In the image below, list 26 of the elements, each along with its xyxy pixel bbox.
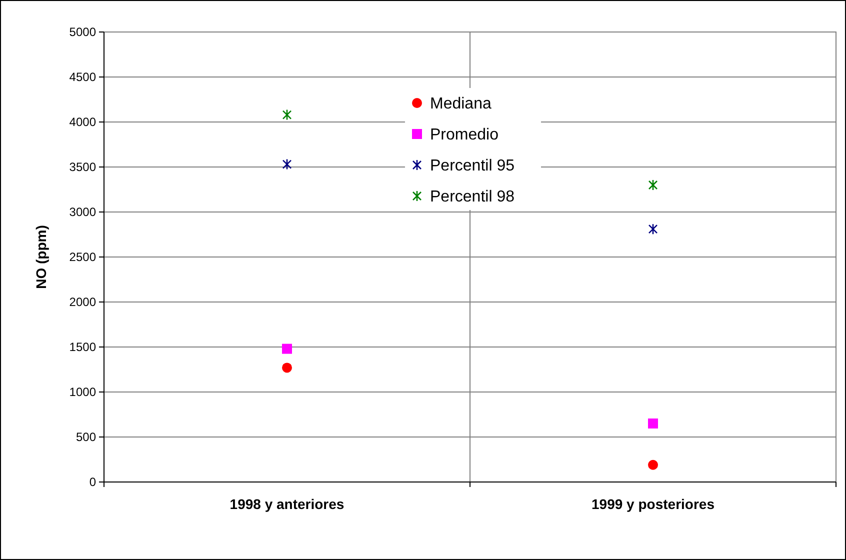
point — [648, 179, 658, 191]
y-tick-label: 2500 — [69, 250, 96, 264]
legend-label: Mediana — [430, 96, 492, 113]
x-tick-label: 1999 y posteriores — [592, 496, 715, 512]
point — [648, 418, 658, 428]
point — [282, 362, 292, 373]
x-tick-label: 1998 y anteriores — [230, 496, 344, 512]
y-tick-label: 3500 — [69, 160, 96, 174]
legend-label: Percentil 98 — [430, 188, 515, 206]
point — [282, 344, 292, 354]
y-tick-label: 5000 — [69, 25, 96, 40]
y-tick-label: 2000 — [69, 295, 96, 310]
y-tick-label: 4000 — [69, 115, 96, 130]
y-tick-label: 3000 — [69, 205, 96, 220]
point — [648, 223, 658, 235]
y-tick-label: 0 — [89, 475, 96, 490]
y-tick-label: 1500 — [69, 340, 96, 354]
y-tick-label: 500 — [76, 430, 96, 444]
legend-label: Percentil 95 — [430, 158, 515, 175]
point — [282, 109, 292, 120]
y-tick-label: 4500 — [69, 70, 96, 84]
legend-label: Promedio — [430, 126, 499, 144]
point — [648, 460, 658, 470]
point — [282, 158, 292, 170]
y-tick-label: 1000 — [69, 385, 96, 400]
y-axis-title: NO (ppm) — [33, 225, 49, 289]
